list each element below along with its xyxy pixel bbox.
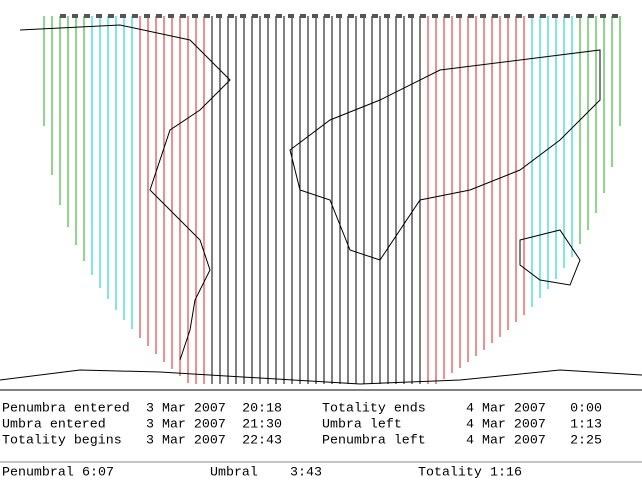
top-marker: [432, 14, 438, 18]
top-marker: [456, 14, 462, 18]
top-marker: [264, 14, 270, 18]
top-marker: [516, 14, 522, 18]
top-marker: [144, 14, 150, 18]
top-marker: [108, 14, 114, 18]
top-marker: [576, 14, 582, 18]
top-marker: [168, 14, 174, 18]
top-marker: [180, 14, 186, 18]
top-marker: [132, 14, 138, 18]
event-date: 4 Mar 2007: [466, 401, 546, 416]
event-name: Umbra entered: [2, 417, 106, 432]
top-marker: [552, 14, 558, 18]
top-marker: [564, 14, 570, 18]
top-marker: [420, 14, 426, 18]
event-date: 4 Mar 2007: [466, 417, 546, 432]
top-marker: [324, 14, 330, 18]
top-marker: [468, 14, 474, 18]
top-marker: [96, 14, 102, 18]
duration-label: Penumbral: [2, 465, 74, 480]
top-marker: [252, 14, 258, 18]
event-date: 3 Mar 2007: [146, 401, 226, 416]
event-time: 2:25: [570, 433, 602, 448]
duration-value: 1:16: [490, 465, 522, 480]
top-marker: [312, 14, 318, 18]
top-marker: [372, 14, 378, 18]
top-marker: [408, 14, 414, 18]
top-marker: [336, 14, 342, 18]
top-marker: [528, 14, 534, 18]
top-marker: [480, 14, 486, 18]
top-marker: [192, 14, 198, 18]
top-marker: [540, 14, 546, 18]
top-marker: [492, 14, 498, 18]
top-marker: [348, 14, 354, 18]
antarctica-outline: [0, 369, 642, 385]
top-marker: [216, 14, 222, 18]
event-time: 0:00: [570, 401, 602, 416]
top-marker: [156, 14, 162, 18]
top-marker: [504, 14, 510, 18]
event-name: Umbra left: [322, 417, 402, 432]
top-marker: [228, 14, 234, 18]
event-name: Penumbra entered: [2, 401, 130, 416]
map: [0, 16, 642, 385]
top-marker: [384, 14, 390, 18]
event-name: Penumbra left: [322, 433, 426, 448]
top-marker: [120, 14, 126, 18]
top-marker: [204, 14, 210, 18]
top-marker: [396, 14, 402, 18]
duration-label: Totality: [418, 465, 482, 480]
americas-outline: [19, 24, 231, 361]
top-marker: [588, 14, 594, 18]
event-time: 22:43: [242, 433, 282, 448]
duration-value: 6:07: [82, 465, 114, 480]
eurasia-africa-outline: [289, 49, 601, 261]
top-marker: [300, 14, 306, 18]
top-marker: [444, 14, 450, 18]
top-marker: [612, 14, 618, 18]
top-marker: [240, 14, 246, 18]
top-marker: [288, 14, 294, 18]
duration-value: 3:43: [290, 465, 322, 480]
event-date: 4 Mar 2007: [466, 433, 546, 448]
event-name: Totality ends: [322, 401, 426, 416]
event-time: 1:13: [570, 417, 602, 432]
event-time: 21:30: [242, 417, 282, 432]
australia-outline: [519, 229, 581, 286]
top-marker: [360, 14, 366, 18]
event-date: 3 Mar 2007: [146, 433, 226, 448]
event-time: 20:18: [242, 401, 282, 416]
top-marker: [84, 14, 90, 18]
top-marker: [72, 14, 78, 18]
top-marker: [60, 14, 66, 18]
event-date: 3 Mar 2007: [146, 417, 226, 432]
duration-label: Umbral: [210, 465, 258, 480]
event-name: Totality begins: [2, 433, 122, 448]
top-marker: [600, 14, 606, 18]
top-marker: [276, 14, 282, 18]
